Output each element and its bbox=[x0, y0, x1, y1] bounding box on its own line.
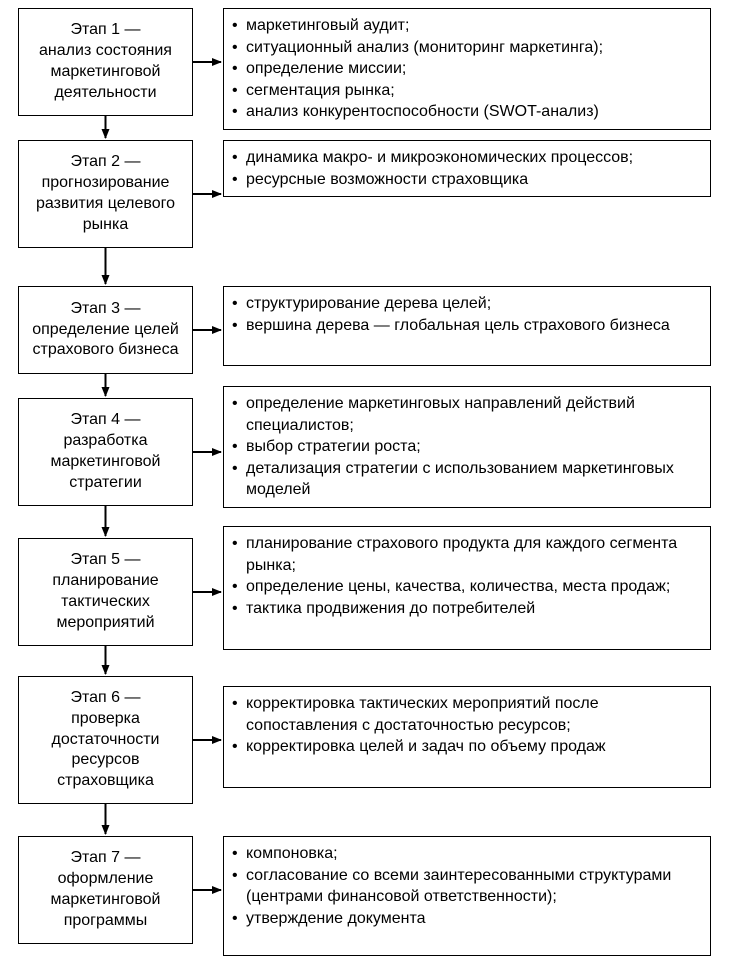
detail-list-2: динамика макро- и микроэкономических про… bbox=[232, 147, 700, 190]
detail-item: сегментация рынка; bbox=[232, 80, 700, 102]
detail-item: компоновка; bbox=[232, 843, 700, 865]
detail-box-6: корректировка тактических мероприятий по… bbox=[223, 686, 711, 788]
stage-title-1: Этап 1 —анализ состояния маркетинговой д… bbox=[25, 20, 186, 103]
detail-box-5: планирование страхового продукта для каж… bbox=[223, 526, 711, 650]
detail-list-5: планирование страхового продукта для каж… bbox=[232, 533, 700, 619]
stage-title-6: Этап 6 —проверка достаточности ресурсов … bbox=[25, 688, 186, 792]
detail-list-3: структурирование дерева целей;вершина де… bbox=[232, 293, 700, 336]
detail-item: динамика макро- и микроэкономических про… bbox=[232, 147, 700, 169]
detail-item: анализ конкурентоспособности (SWOT-анали… bbox=[232, 101, 700, 123]
stage-box-4: Этап 4 —разработка маркетинговой стратег… bbox=[18, 398, 193, 506]
detail-item: согласование со всеми заинтересованными … bbox=[232, 865, 700, 908]
stage-title-3: Этап 3 —определение целей страхового биз… bbox=[25, 299, 186, 361]
detail-item: утверждение документа bbox=[232, 908, 700, 930]
detail-box-1: маркетинговый аудит;ситуационный анализ … bbox=[223, 8, 711, 130]
stage-box-5: Этап 5 —планирование тактических меропри… bbox=[18, 538, 193, 646]
detail-list-6: корректировка тактических мероприятий по… bbox=[232, 693, 700, 758]
detail-item: структурирование дерева целей; bbox=[232, 293, 700, 315]
detail-item: определение цены, качества, количества, … bbox=[232, 576, 700, 598]
detail-box-7: компоновка;согласование со всеми заинтер… bbox=[223, 836, 711, 956]
detail-list-1: маркетинговый аудит;ситуационный анализ … bbox=[232, 15, 700, 123]
stage-title-5: Этап 5 —планирование тактических меропри… bbox=[25, 550, 186, 633]
stage-title-2: Этап 2 —прогнозирование развития целевог… bbox=[25, 152, 186, 235]
stage-title-7: Этап 7 —оформление маркетинговой програм… bbox=[25, 848, 186, 931]
stage-box-1: Этап 1 —анализ состояния маркетинговой д… bbox=[18, 8, 193, 116]
detail-list-4: определение маркетинговых направлений де… bbox=[232, 393, 700, 501]
detail-item: тактика продвижения до потребителей bbox=[232, 598, 700, 620]
detail-item: маркетинговый аудит; bbox=[232, 15, 700, 37]
detail-item: ситуационный анализ (мониторинг маркетин… bbox=[232, 37, 700, 59]
detail-item: определение маркетинговых направлений де… bbox=[232, 393, 700, 436]
detail-item: корректировка целей и задач по объему пр… bbox=[232, 736, 700, 758]
detail-box-2: динамика макро- и микроэкономических про… bbox=[223, 140, 711, 197]
stage-box-6: Этап 6 —проверка достаточности ресурсов … bbox=[18, 676, 193, 804]
detail-item: выбор стратегии роста; bbox=[232, 436, 700, 458]
detail-item: детализация стратегии с использованием м… bbox=[232, 458, 700, 501]
detail-box-4: определение маркетинговых направлений де… bbox=[223, 386, 711, 508]
detail-item: ресурсные возможности страховщика bbox=[232, 169, 700, 191]
stage-box-2: Этап 2 —прогнозирование развития целевог… bbox=[18, 140, 193, 248]
detail-item: корректировка тактических мероприятий по… bbox=[232, 693, 700, 736]
detail-box-3: структурирование дерева целей;вершина де… bbox=[223, 286, 711, 366]
stage-title-4: Этап 4 —разработка маркетинговой стратег… bbox=[25, 410, 186, 493]
detail-item: вершина дерева — глобальная цель страхов… bbox=[232, 315, 700, 337]
detail-item: планирование страхового продукта для каж… bbox=[232, 533, 700, 576]
stage-box-3: Этап 3 —определение целей страхового биз… bbox=[18, 286, 193, 374]
detail-item: определение миссии; bbox=[232, 58, 700, 80]
flow-diagram: Этап 1 —анализ состояния маркетинговой д… bbox=[0, 0, 729, 972]
stage-box-7: Этап 7 —оформление маркетинговой програм… bbox=[18, 836, 193, 944]
detail-list-7: компоновка;согласование со всеми заинтер… bbox=[232, 843, 700, 929]
